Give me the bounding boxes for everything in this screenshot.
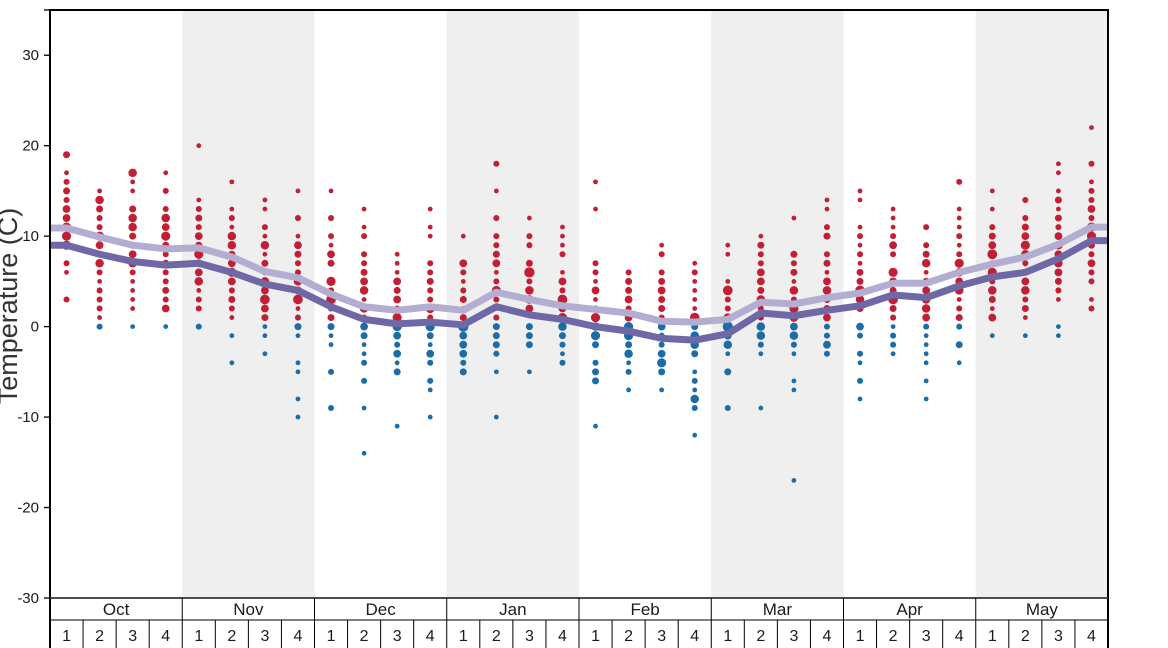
svg-text:4: 4: [161, 628, 170, 645]
svg-text:-10: -10: [17, 409, 39, 426]
svg-text:May: May: [1026, 600, 1059, 619]
svg-text:1: 1: [327, 628, 336, 645]
svg-text:1: 1: [591, 628, 600, 645]
svg-text:10: 10: [22, 228, 39, 245]
svg-text:Feb: Feb: [630, 600, 659, 619]
svg-text:4: 4: [294, 628, 303, 645]
svg-text:1: 1: [459, 628, 468, 645]
svg-text:4: 4: [823, 628, 832, 645]
svg-text:4: 4: [690, 628, 699, 645]
svg-text:2: 2: [360, 628, 369, 645]
svg-text:2: 2: [624, 628, 633, 645]
svg-text:3: 3: [260, 628, 269, 645]
svg-text:1: 1: [62, 628, 71, 645]
svg-text:-30: -30: [17, 590, 39, 607]
svg-text:Jan: Jan: [499, 600, 526, 619]
svg-text:3: 3: [393, 628, 402, 645]
svg-text:1: 1: [194, 628, 203, 645]
svg-text:2: 2: [95, 628, 104, 645]
svg-text:0: 0: [31, 319, 39, 336]
svg-text:1: 1: [856, 628, 865, 645]
svg-text:2: 2: [227, 628, 236, 645]
svg-text:3: 3: [1054, 628, 1063, 645]
svg-text:1: 1: [988, 628, 997, 645]
svg-text:3: 3: [922, 628, 931, 645]
svg-text:20: 20: [22, 138, 39, 155]
svg-text:-20: -20: [17, 500, 39, 517]
svg-text:4: 4: [955, 628, 964, 645]
svg-text:3: 3: [128, 628, 137, 645]
svg-text:2: 2: [756, 628, 765, 645]
svg-text:Oct: Oct: [103, 600, 130, 619]
svg-text:2: 2: [1021, 628, 1030, 645]
svg-text:Mar: Mar: [763, 600, 793, 619]
svg-text:Nov: Nov: [233, 600, 264, 619]
svg-text:3: 3: [789, 628, 798, 645]
svg-text:3: 3: [657, 628, 666, 645]
svg-text:1: 1: [723, 628, 732, 645]
svg-text:4: 4: [558, 628, 567, 645]
svg-text:2: 2: [889, 628, 898, 645]
svg-text:3: 3: [525, 628, 534, 645]
svg-text:Apr: Apr: [896, 600, 923, 619]
svg-text:30: 30: [22, 47, 39, 64]
svg-text:4: 4: [1087, 628, 1096, 645]
svg-text:Dec: Dec: [366, 600, 397, 619]
svg-text:4: 4: [426, 628, 435, 645]
svg-text:Temperature (C): Temperature (C): [0, 208, 23, 405]
svg-text:2: 2: [492, 628, 501, 645]
